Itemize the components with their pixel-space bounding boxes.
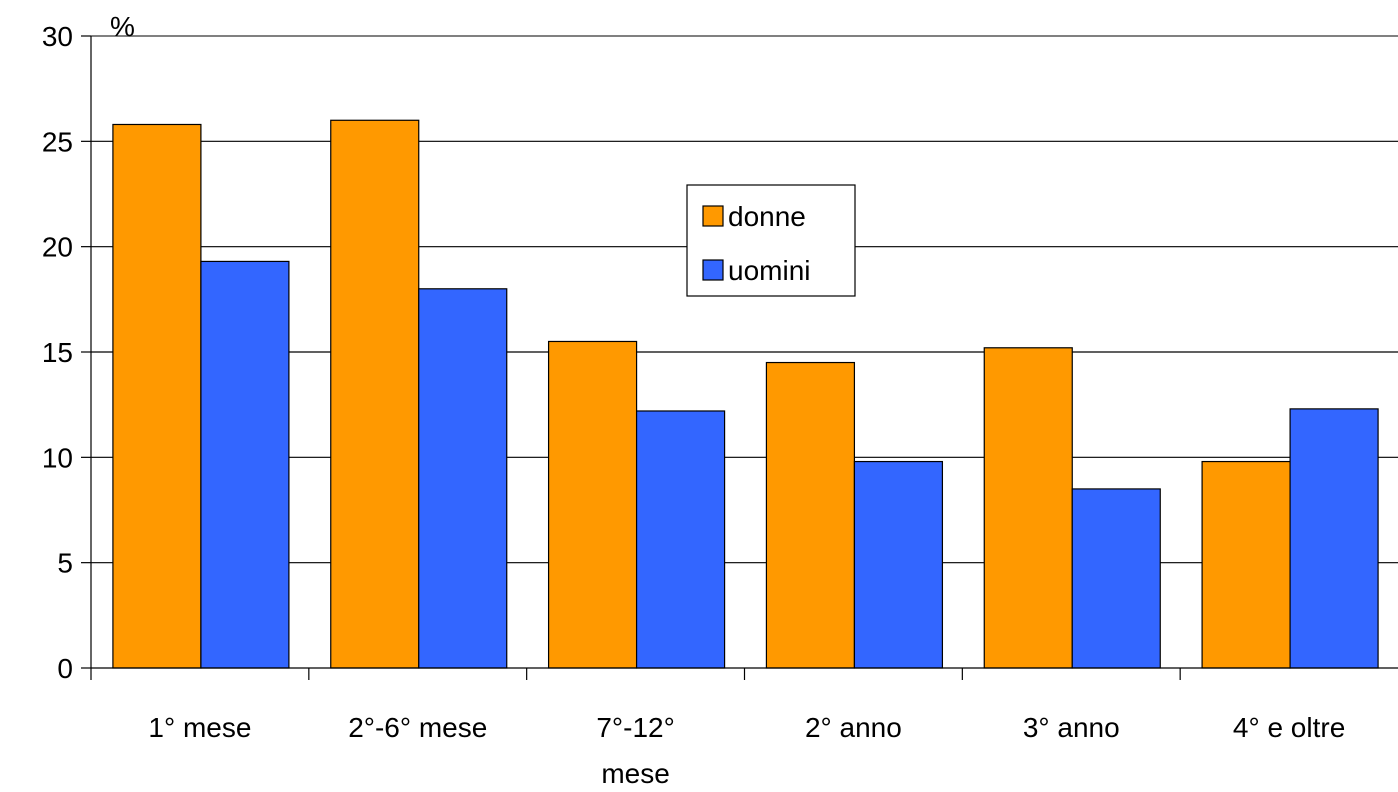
bar-uomini <box>418 288 508 669</box>
y-tick-label: 20 <box>42 232 73 263</box>
legend-swatch-donne <box>702 205 724 227</box>
y-tick-label: 15 <box>42 337 73 368</box>
y-tick-label: 25 <box>42 126 73 157</box>
bar-donne <box>1201 460 1291 669</box>
legend-label-uomini: uomini <box>728 255 810 286</box>
legend: donne uomini <box>686 184 856 297</box>
x-category-label: 2°-6° mese <box>348 712 487 743</box>
x-category-label: mese <box>601 758 669 789</box>
bar-donne <box>983 347 1073 669</box>
bar-uomini <box>1289 408 1379 669</box>
x-tick-labels: 1° mese 2°-6° mese 7°-12° mese 2° anno 3° ann… <box>148 712 1345 789</box>
y-tick-label: 0 <box>57 653 73 684</box>
y-tick-label: 30 <box>42 21 73 52</box>
bar-uomini <box>200 260 290 669</box>
bar-donne <box>765 361 856 669</box>
x-category-label: 2° anno <box>805 712 902 743</box>
bars <box>112 119 1379 669</box>
bar-donne <box>112 123 202 669</box>
y-tick-label: 5 <box>57 548 73 579</box>
y-axis-unit-label: % <box>110 11 135 42</box>
x-category-label: 3° anno <box>1023 712 1120 743</box>
gridlines <box>91 35 1398 564</box>
bar-uomini <box>853 460 944 669</box>
bar-uomini <box>635 410 726 669</box>
y-tick-label: 10 <box>42 442 73 473</box>
x-category-label: 7°-12° <box>596 712 674 743</box>
x-category-label: 4° e oltre <box>1233 712 1345 743</box>
bar-donne <box>547 340 638 669</box>
axes <box>81 35 1398 680</box>
y-tick-labels: 0 5 10 15 20 25 30 <box>42 21 73 684</box>
bar-uomini <box>1071 488 1161 669</box>
legend-swatch-uomini <box>702 259 724 281</box>
legend-label-donne: donne <box>728 201 806 232</box>
bar-donne <box>330 119 420 669</box>
x-category-label: 1° mese <box>148 712 251 743</box>
